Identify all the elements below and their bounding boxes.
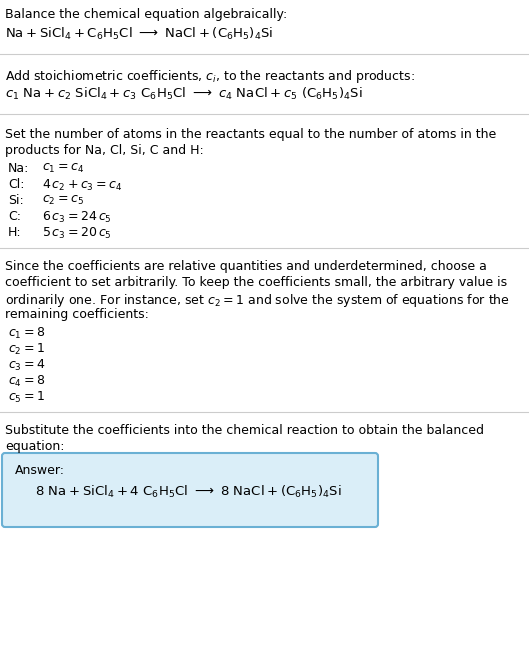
Text: $c_4 = 8$: $c_4 = 8$ xyxy=(8,374,45,389)
Text: ordinarily one. For instance, set $c_2 = 1$ and solve the system of equations fo: ordinarily one. For instance, set $c_2 =… xyxy=(5,292,510,309)
Text: remaining coefficients:: remaining coefficients: xyxy=(5,308,149,321)
Text: $c_2 = 1$: $c_2 = 1$ xyxy=(8,342,45,357)
Text: $6\,c_3 = 24\,c_5$: $6\,c_3 = 24\,c_5$ xyxy=(42,210,112,225)
Text: $c_2 = c_5$: $c_2 = c_5$ xyxy=(42,194,84,207)
Text: $c_1 = c_4$: $c_1 = c_4$ xyxy=(42,162,84,175)
Text: Add stoichiometric coefficients, $c_i$, to the reactants and products:: Add stoichiometric coefficients, $c_i$, … xyxy=(5,68,415,85)
FancyBboxPatch shape xyxy=(2,453,378,527)
Text: products for Na, Cl, Si, C and H:: products for Na, Cl, Si, C and H: xyxy=(5,144,204,157)
Text: Cl:: Cl: xyxy=(8,178,24,191)
Text: C:: C: xyxy=(8,210,21,223)
Text: $4\,c_2 + c_3 = c_4$: $4\,c_2 + c_3 = c_4$ xyxy=(42,178,122,193)
Text: Set the number of atoms in the reactants equal to the number of atoms in the: Set the number of atoms in the reactants… xyxy=(5,128,496,141)
Text: Na:: Na: xyxy=(8,162,30,175)
Text: Since the coefficients are relative quantities and underdetermined, choose a: Since the coefficients are relative quan… xyxy=(5,260,487,273)
Text: Answer:: Answer: xyxy=(15,464,65,477)
Text: Substitute the coefficients into the chemical reaction to obtain the balanced: Substitute the coefficients into the che… xyxy=(5,424,484,437)
Text: Balance the chemical equation algebraically:: Balance the chemical equation algebraica… xyxy=(5,8,287,21)
Text: $c_1\ \mathrm{Na} + c_2\ \mathrm{SiCl_4} + c_3\ \mathrm{C_6H_5Cl}\ \longrightarr: $c_1\ \mathrm{Na} + c_2\ \mathrm{SiCl_4}… xyxy=(5,86,362,102)
Text: $c_1 = 8$: $c_1 = 8$ xyxy=(8,326,45,341)
Text: Si:: Si: xyxy=(8,194,24,207)
Text: $c_3 = 4$: $c_3 = 4$ xyxy=(8,358,45,373)
Text: $\mathrm{Na + SiCl_4 + C_6H_5Cl\ \longrightarrow\ NaCl + (C_6H_5)_4Si}$: $\mathrm{Na + SiCl_4 + C_6H_5Cl\ \longri… xyxy=(5,26,273,42)
Text: equation:: equation: xyxy=(5,440,65,453)
Text: $c_5 = 1$: $c_5 = 1$ xyxy=(8,390,45,405)
Text: $5\,c_3 = 20\,c_5$: $5\,c_3 = 20\,c_5$ xyxy=(42,226,112,241)
Text: coefficient to set arbitrarily. To keep the coefficients small, the arbitrary va: coefficient to set arbitrarily. To keep … xyxy=(5,276,507,289)
Text: H:: H: xyxy=(8,226,22,239)
Text: $\mathrm{8\ Na + SiCl_4 + 4\ C_6H_5Cl\ \longrightarrow\ 8\ NaCl + (C_6H_5)_4Si}$: $\mathrm{8\ Na + SiCl_4 + 4\ C_6H_5Cl\ \… xyxy=(35,484,342,500)
